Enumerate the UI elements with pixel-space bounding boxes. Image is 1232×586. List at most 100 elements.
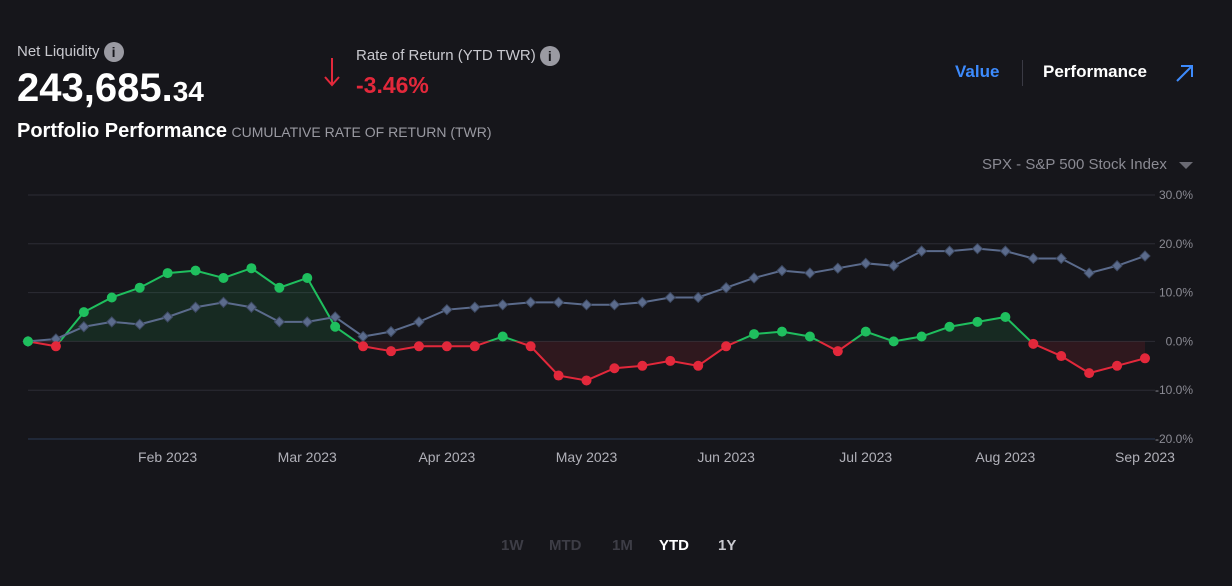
info-icon[interactable]: i [103,42,124,62]
portfolio-marker [804,331,815,342]
benchmark-marker [385,325,397,338]
benchmark-marker [524,296,537,309]
x-tick-label: Jun 2023 [697,449,755,465]
tab-performance[interactable]: Performance [1043,62,1147,81]
benchmark-marker [273,316,286,328]
benchmark-marker [748,272,760,284]
range-button[interactable]: YTD [659,537,689,554]
portfolio-marker [972,316,983,327]
return-label: Rate of Return (YTD TWR) i [356,46,560,66]
value-main: 243,685. [17,66,173,110]
line-positive [28,267,1033,342]
benchmark-marker [1083,267,1095,279]
benchmark-name: SPX - S&P 500 Stock Index [982,156,1167,173]
portfolio-marker [78,307,89,318]
benchmark-marker [78,321,90,333]
portfolio-marker [776,326,787,337]
benchmark-marker [1055,252,1067,265]
portfolio-marker [50,341,61,352]
portfolio-marker [246,263,257,274]
x-tick-label: Apr 2023 [418,449,475,465]
benchmark-marker [636,296,649,309]
portfolio-marker [721,341,732,352]
benchmark-marker [469,301,481,313]
area-positive [59,268,1031,342]
tab-value[interactable]: Value [955,62,1000,81]
y-tick-label: 10.0% [1159,286,1193,300]
y-tick-label: -20.0% [1155,432,1193,446]
tab-divider [1022,60,1023,86]
benchmark-marker [441,303,453,316]
benchmark-marker [915,245,928,257]
benchmark-marker [161,311,174,323]
benchmark-marker [552,296,565,309]
portfolio-marker [860,326,871,337]
portfolio-marker [23,336,33,347]
benchmark-marker [999,245,1012,257]
benchmark-marker [692,291,704,304]
portfolio-marker [162,268,173,279]
portfolio-marker [553,370,564,381]
portfolio-marker [1028,338,1039,349]
benchmark-marker [720,282,732,294]
x-tick-label: Feb 2023 [138,449,197,465]
portfolio-marker [497,331,508,342]
chart-title: Portfolio Performance [17,120,228,142]
portfolio-marker [693,360,704,371]
down-arrow-icon [324,58,340,87]
benchmark-marker [971,242,984,255]
range-button[interactable]: 1M [612,537,633,554]
range-button[interactable]: 1W [501,537,524,554]
benchmark-dropdown[interactable]: SPX - S&P 500 Stock Index [982,156,1199,173]
portfolio-marker [330,321,341,332]
portfolio-marker [106,292,117,303]
portfolio-marker [637,360,648,371]
benchmark-marker [189,301,202,313]
portfolio-marker [665,355,676,366]
net-liquidity-value: 243,685.34 [17,66,204,111]
benchmark-marker [217,296,230,309]
benchmark-marker [301,316,313,328]
portfolio-marker [609,363,620,374]
dropdown-caret [1179,162,1193,170]
label-text: Rate of Return (YTD TWR) [356,46,536,64]
y-tick-label: 30.0% [1159,188,1193,202]
portfolio-marker [1000,312,1011,322]
benchmark-marker [133,318,146,331]
range-button[interactable]: MTD [549,537,582,554]
y-tick-label: 0.0% [1166,334,1194,348]
portfolio-marker [190,265,201,276]
portfolio-marker [358,341,369,352]
x-tick-label: Mar 2023 [278,449,337,465]
portfolio-marker [916,331,927,342]
return-value: -3.46% [356,72,429,98]
portfolio-marker [1140,353,1150,364]
benchmark-marker [804,267,816,279]
portfolio-marker [441,341,452,352]
portfolio-marker [1084,368,1095,379]
value-cents: 34 [172,76,204,107]
chart-heading: Portfolio Performance CUMULATIVE RATE OF… [17,120,492,143]
benchmark-marker [608,299,621,311]
area-negative [28,341,1145,381]
benchmark-marker [580,299,593,311]
portfolio-marker [302,272,313,283]
y-tick-label: -10.0% [1155,383,1193,397]
portfolio-marker [581,375,592,386]
y-tick-label: 20.0% [1159,237,1193,251]
chart-subtitle: CUMULATIVE RATE OF RETURN (TWR) [231,124,492,140]
benchmark-marker [413,316,425,328]
benchmark-marker [776,264,788,277]
portfolio-marker [386,346,397,357]
range-button[interactable]: 1Y [718,537,737,554]
portfolio-marker [832,346,843,357]
portfolio-marker [134,282,145,293]
benchmark-marker [1027,252,1040,265]
x-tick-label: Jul 2023 [839,449,892,465]
expand-icon[interactable] [1174,62,1196,84]
benchmark-marker [1111,260,1123,272]
portfolio-marker [1112,360,1123,371]
info-icon[interactable]: i [539,46,560,66]
benchmark-marker [1139,250,1151,262]
